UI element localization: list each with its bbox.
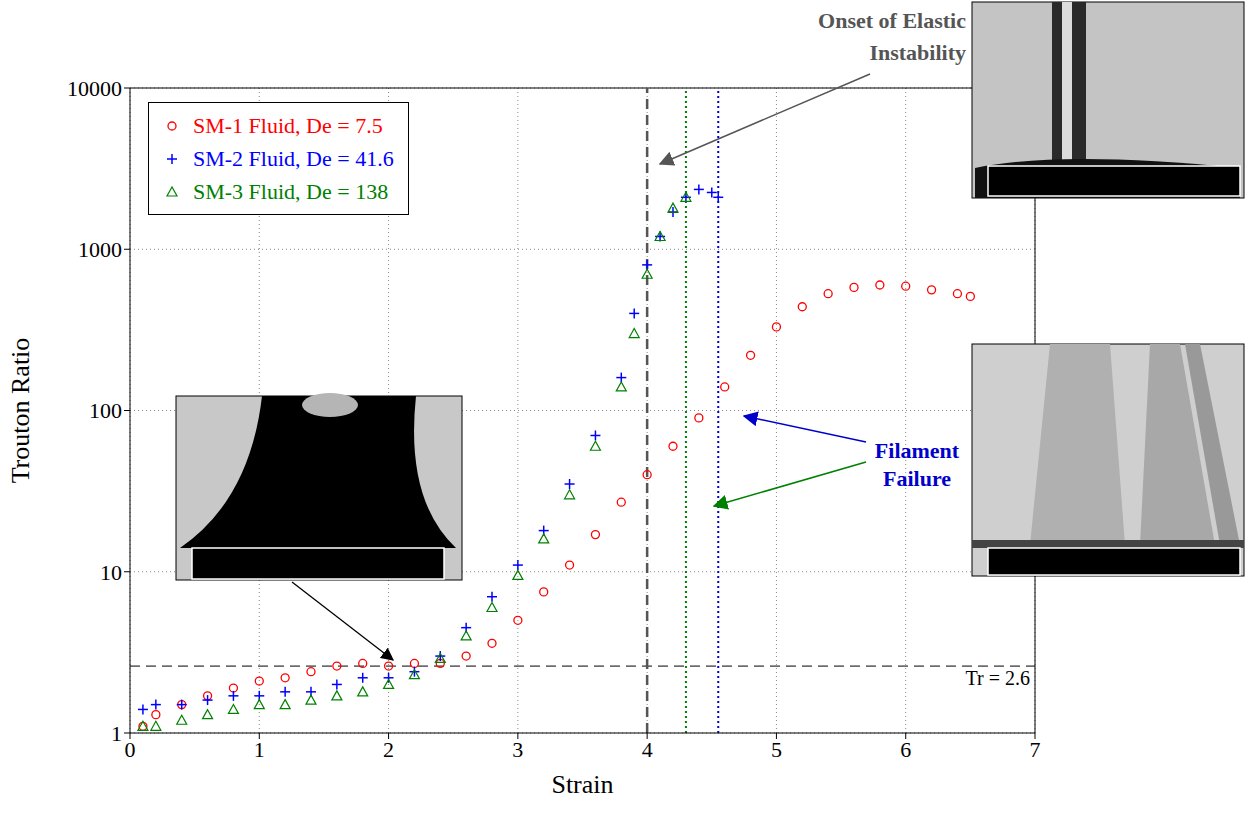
svg-text:7: 7 bbox=[1030, 737, 1041, 762]
html-text:SM-2 Fluid, De = 41.6: SM-2 Fluid, De = 41.6 bbox=[193, 146, 394, 171]
svg-text:Strain: Strain bbox=[551, 770, 613, 799]
svg-text:100: 100 bbox=[89, 398, 122, 423]
svg-text:10: 10 bbox=[100, 560, 122, 585]
svg-text:10000: 10000 bbox=[67, 76, 122, 101]
svg-text:1: 1 bbox=[254, 737, 265, 762]
svg-text:0: 0 bbox=[125, 737, 136, 762]
svg-text:1000: 1000 bbox=[78, 237, 122, 262]
svg-text:Onset of Elastic: Onset of Elastic bbox=[818, 8, 966, 33]
svg-text:Filament: Filament bbox=[875, 438, 960, 463]
svg-text:Trouton Ratio: Trouton Ratio bbox=[6, 338, 35, 484]
svg-text:1: 1 bbox=[111, 721, 122, 746]
svg-text:Failure: Failure bbox=[883, 466, 951, 491]
html-text:SM-3 Fluid, De = 138: SM-3 Fluid, De = 138 bbox=[193, 179, 389, 204]
svg-text:4: 4 bbox=[642, 737, 653, 762]
svg-text:3: 3 bbox=[512, 737, 523, 762]
svg-text:5: 5 bbox=[771, 737, 782, 762]
svg-text:Instability: Instability bbox=[869, 40, 966, 65]
svg-text:2: 2 bbox=[383, 737, 394, 762]
svg-text:6: 6 bbox=[900, 737, 911, 762]
html-text:SM-1 Fluid, De = 7.5: SM-1 Fluid, De = 7.5 bbox=[193, 113, 383, 138]
svg-text:Tr = 2.6: Tr = 2.6 bbox=[966, 667, 1030, 689]
